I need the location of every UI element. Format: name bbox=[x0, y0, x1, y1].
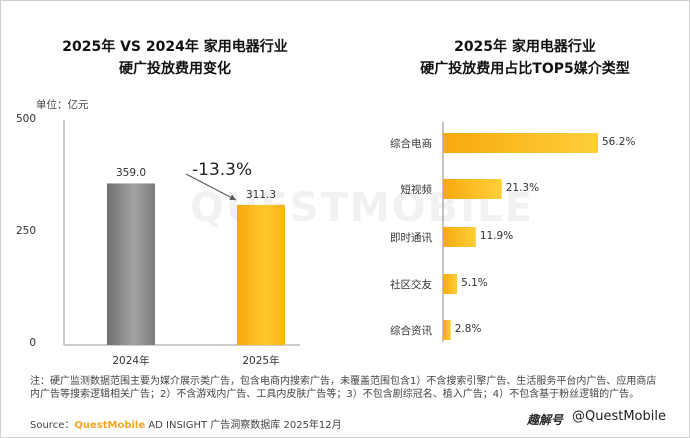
source-prefix: Source： bbox=[30, 420, 75, 431]
bar-0 bbox=[107, 183, 155, 345]
footnote: 注：硬广监测数据范围主要为媒介展示类广告，包含电商内搜索广告，未覆盖范围包含1）… bbox=[30, 376, 657, 400]
data-label: 5.1% bbox=[461, 277, 488, 289]
data-label: 359.0 bbox=[115, 167, 147, 180]
bar-1 bbox=[237, 204, 285, 345]
right-chart-title: 2025年 家用电器行业 硬广投放费用占比TOP5媒介类型 bbox=[390, 36, 660, 80]
footer-handle: @QuestMobile bbox=[572, 409, 666, 424]
left-chart-title-line1: 2025年 VS 2024年 家用电器行业 bbox=[62, 39, 288, 55]
change-label: -13.3% bbox=[192, 160, 253, 180]
y-tick-label: 500 bbox=[15, 113, 36, 125]
y-tick-label: 0 bbox=[29, 337, 36, 349]
category-label: 综合电商 bbox=[390, 138, 432, 150]
category-label: 短视频 bbox=[400, 184, 433, 196]
footer-logo: 趣解号 bbox=[527, 413, 564, 427]
category-label: 即时通讯 bbox=[390, 232, 432, 244]
data-label: 21.3% bbox=[505, 182, 540, 194]
hbar-0 bbox=[443, 133, 598, 153]
left-chart-title: 2025年 VS 2024年 家用电器行业 硬广投放费用变化 bbox=[40, 36, 310, 80]
unit-label: 单位：亿元 bbox=[36, 99, 89, 111]
x-tick-label: 2024年 bbox=[112, 355, 150, 367]
data-label: 2.8% bbox=[454, 323, 482, 335]
y-tick-label: 250 bbox=[15, 225, 36, 237]
category-label: 社区交友 bbox=[390, 279, 432, 291]
data-label: 311.3 bbox=[245, 188, 277, 201]
hbar-3 bbox=[443, 274, 458, 294]
hbar-4 bbox=[443, 320, 451, 340]
right-chart-title-line2: 硬广投放费用占比TOP5媒介类型 bbox=[420, 61, 630, 77]
x-tick-label: 2025年 bbox=[242, 355, 280, 367]
left-chart-title-line2: 硬广投放费用变化 bbox=[119, 61, 231, 77]
change-arrow bbox=[185, 173, 237, 201]
source-rest: AD INSIGHT 广告洞察数据库 2025年12月 bbox=[145, 420, 342, 431]
source-line: Source：QuestMobile AD INSIGHT 广告洞察数据库 20… bbox=[30, 416, 342, 431]
right-chart-title-line1: 2025年 家用电器行业 bbox=[454, 39, 596, 55]
category-label: 综合资讯 bbox=[390, 325, 432, 337]
hbar-2 bbox=[443, 227, 476, 247]
data-label: 11.9% bbox=[479, 230, 514, 242]
data-label: 56.2% bbox=[602, 136, 636, 148]
hbar-1 bbox=[443, 179, 502, 199]
source-brand: QuestMobile bbox=[74, 420, 146, 431]
